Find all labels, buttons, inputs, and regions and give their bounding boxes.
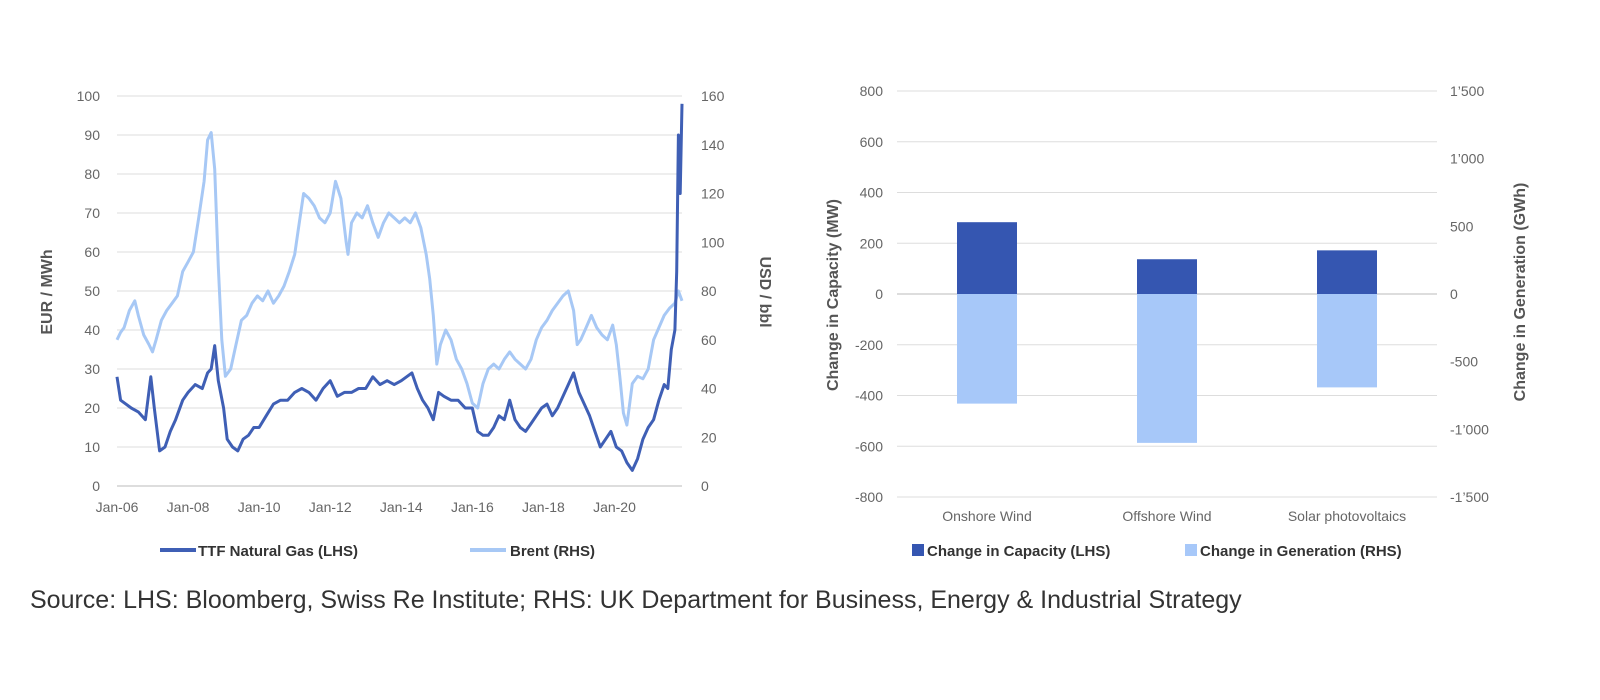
left-chart-y2-ticks: 0 20 40 60 80 100 120 140 160 — [701, 88, 725, 494]
left-chart-gridlines — [117, 95, 682, 487]
right-y-tick-label: 800 — [860, 83, 884, 99]
right-y2-tick-label: 500 — [1450, 218, 1474, 234]
left-y2-tick-label: 100 — [701, 234, 725, 250]
left-chart-gas-brent: 0 10 20 30 40 50 60 70 80 90 100 0 20 40 60 80 100 120 14… — [39, 88, 773, 560]
generation-bar — [1317, 294, 1377, 388]
left-y2-tick-label: 60 — [701, 332, 717, 348]
right-y2-tick-label: -1’000 — [1450, 421, 1489, 437]
left-y2-tick-label: 40 — [701, 381, 717, 397]
left-y2-tick-label: 140 — [701, 137, 725, 153]
right-y2-axis-title: Change in Generation (GWh) — [1512, 183, 1529, 402]
left-y-tick-label: 90 — [84, 127, 100, 143]
right-chart-y2-ticks: -1’500 -1’000 -500 0 500 1’000 1’500 — [1450, 83, 1489, 505]
capacity-bar — [957, 222, 1017, 294]
brent-series-line — [115, 131, 684, 427]
left-x-tick-label: Jan-16 — [451, 499, 494, 515]
left-y2-tick-label: 160 — [701, 88, 725, 104]
left-y-tick-label: 50 — [84, 283, 100, 299]
legend-capacity-swatch — [912, 544, 924, 556]
left-y2-tick-label: 0 — [701, 478, 709, 494]
right-y-tick-label: 600 — [860, 134, 884, 150]
left-y-tick-label: 0 — [92, 478, 100, 494]
right-y2-tick-label: 1’500 — [1450, 83, 1484, 99]
right-category-label: Offshore Wind — [1122, 508, 1211, 524]
left-y-tick-label: 70 — [84, 205, 100, 221]
right-y2-tick-label: 0 — [1450, 286, 1458, 302]
right-y-axis-title: Change in Capacity (MW) — [825, 199, 842, 391]
left-y-tick-label: 80 — [84, 166, 100, 182]
left-y-tick-label: 30 — [84, 361, 100, 377]
right-y-tick-label: 0 — [875, 286, 883, 302]
charts-figure: 0 10 20 30 40 50 60 70 80 90 100 0 20 40 60 80 100 120 14… — [39, 83, 1529, 560]
left-y-tick-label: 10 — [84, 439, 100, 455]
legend-generation-swatch — [1185, 544, 1197, 556]
right-y-tick-label: -600 — [855, 438, 883, 454]
left-y2-tick-label: 80 — [701, 283, 717, 299]
generation-bar — [1137, 294, 1197, 443]
left-x-tick-label: Jan-12 — [309, 499, 352, 515]
right-chart-category-labels: Onshore Wind Offshore Wind Solar photovolt… — [942, 508, 1406, 524]
left-x-tick-label: Jan-10 — [238, 499, 281, 515]
left-y2-axis-title: USD / bbl — [756, 256, 773, 327]
legend-brent-label: Brent (RHS) — [510, 543, 595, 560]
left-chart-y-ticks: 0 10 20 30 40 50 60 70 80 90 100 — [77, 88, 101, 494]
right-y2-tick-label: -1’500 — [1450, 489, 1489, 505]
legend-ttf-label: TTF Natural Gas (LHS) — [198, 543, 358, 560]
left-y-axis-title: EUR / MWh — [39, 249, 56, 334]
left-x-tick-label: Jan-14 — [380, 499, 423, 515]
left-x-tick-label: Jan-08 — [167, 499, 210, 515]
right-category-label: Onshore Wind — [942, 508, 1031, 524]
legend-generation-label: Change in Generation (RHS) — [1200, 543, 1402, 560]
left-chart-x-ticks: Jan-06 Jan-08 Jan-10 Jan-12 Jan-14 Jan-16 Jan-… — [96, 499, 637, 515]
left-x-tick-label: Jan-06 — [96, 499, 139, 515]
right-chart-legend: Change in Capacity (LHS) Change in Gener… — [912, 543, 1402, 560]
right-y-tick-label: -400 — [855, 388, 883, 404]
right-y-tick-label: -800 — [855, 489, 883, 505]
left-y-tick-label: 20 — [84, 400, 100, 416]
right-chart-bars — [957, 222, 1377, 443]
right-chart-capacity-generation: -800 -600 -400 -200 0 200 400 600 800 -1’500 -1’0… — [825, 83, 1529, 560]
source-note: Source: LHS: Bloomberg, Swiss Re Institu… — [30, 586, 1242, 614]
left-y-tick-label: 40 — [84, 322, 100, 338]
right-category-label: Solar photovoltaics — [1288, 508, 1406, 524]
right-y-tick-label: 400 — [860, 185, 884, 201]
ttf-series-line — [115, 103, 684, 472]
left-chart-legend: TTF Natural Gas (LHS) Brent (RHS) — [160, 543, 595, 560]
left-y-tick-label: 60 — [84, 244, 100, 260]
legend-capacity-label: Change in Capacity (LHS) — [927, 543, 1110, 560]
left-y-tick-label: 100 — [77, 88, 101, 104]
left-x-tick-label: Jan-18 — [522, 499, 565, 515]
generation-bar — [957, 294, 1017, 404]
right-chart-y-ticks: -800 -600 -400 -200 0 200 400 600 800 — [855, 83, 883, 505]
right-y-tick-label: -200 — [855, 337, 883, 353]
left-x-tick-label: Jan-20 — [593, 499, 636, 515]
capacity-bar — [1317, 250, 1377, 294]
left-y2-tick-label: 120 — [701, 186, 725, 202]
right-y2-tick-label: -500 — [1450, 354, 1478, 370]
right-y-tick-label: 200 — [860, 235, 884, 251]
capacity-bar — [1137, 259, 1197, 294]
right-y2-tick-label: 1’000 — [1450, 151, 1484, 167]
left-y2-tick-label: 20 — [701, 429, 717, 445]
